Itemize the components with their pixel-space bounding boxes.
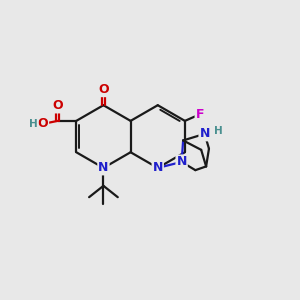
Text: H: H (214, 126, 222, 136)
Text: O: O (38, 117, 48, 130)
Text: N: N (176, 155, 187, 168)
Text: N: N (153, 161, 163, 174)
Text: F: F (196, 108, 204, 121)
Text: H: H (29, 119, 38, 129)
Text: O: O (52, 100, 63, 112)
Text: N: N (200, 128, 210, 140)
Text: N: N (98, 161, 109, 174)
Text: O: O (98, 83, 109, 96)
